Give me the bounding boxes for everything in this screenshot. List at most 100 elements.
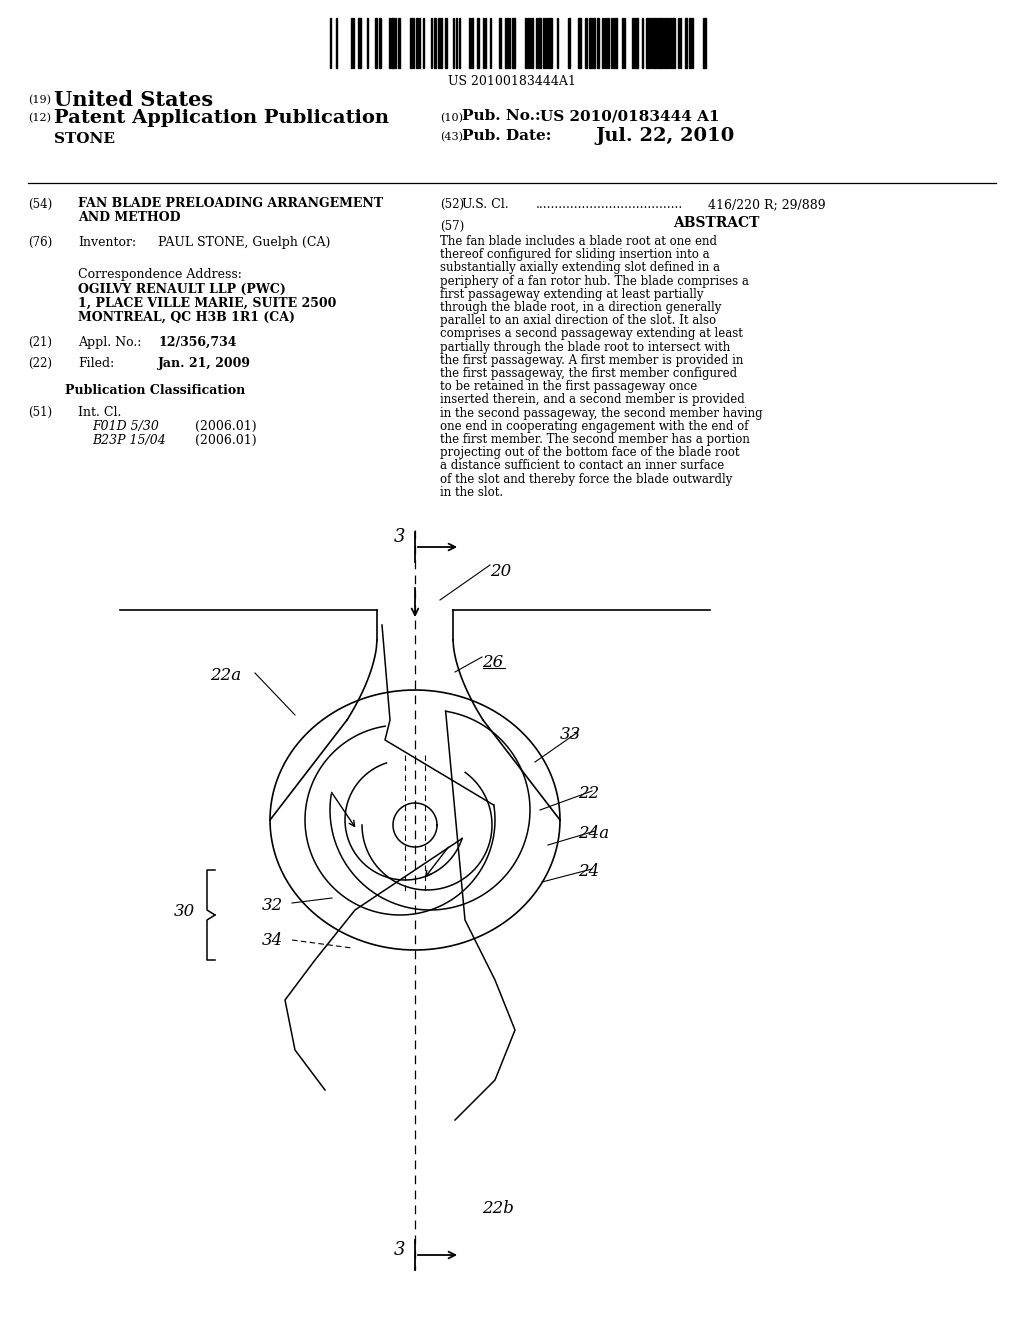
- Text: 20: 20: [490, 564, 511, 579]
- Bar: [505, 18, 508, 69]
- Bar: [654, 18, 656, 69]
- Text: (19): (19): [28, 95, 51, 106]
- Text: Inventor:: Inventor:: [78, 236, 136, 249]
- Text: (43): (43): [440, 132, 463, 143]
- Text: 34: 34: [262, 932, 284, 949]
- Text: 22b: 22b: [482, 1200, 514, 1217]
- Text: (22): (22): [28, 356, 52, 370]
- Text: 32: 32: [262, 898, 284, 913]
- Text: Jan. 21, 2009: Jan. 21, 2009: [158, 356, 251, 370]
- Text: comprises a second passageway extending at least: comprises a second passageway extending …: [440, 327, 742, 341]
- Bar: [685, 18, 687, 69]
- Text: (2006.01): (2006.01): [195, 434, 257, 447]
- Text: (76): (76): [28, 236, 52, 249]
- Text: ABSTRACT: ABSTRACT: [673, 216, 759, 230]
- Text: 30: 30: [174, 903, 195, 920]
- Text: Jul. 22, 2010: Jul. 22, 2010: [595, 127, 734, 145]
- Bar: [689, 18, 691, 69]
- Text: MONTREAL, QC H3B 1R1 (CA): MONTREAL, QC H3B 1R1 (CA): [78, 312, 295, 323]
- Text: parallel to an axial direction of the slot. It also: parallel to an axial direction of the sl…: [440, 314, 716, 327]
- Text: (54): (54): [28, 198, 52, 211]
- Text: in the second passageway, the second member having: in the second passageway, the second mem…: [440, 407, 763, 420]
- Bar: [471, 18, 473, 69]
- Text: through the blade root, in a direction generally: through the blade root, in a direction g…: [440, 301, 721, 314]
- Bar: [585, 18, 587, 69]
- Bar: [597, 18, 599, 69]
- Bar: [410, 18, 412, 69]
- Bar: [391, 18, 394, 69]
- Text: United States: United States: [54, 90, 213, 110]
- Text: the first passageway. A first member is provided in: the first passageway. A first member is …: [440, 354, 743, 367]
- Text: OGILVY RENAULT LLP (PWC): OGILVY RENAULT LLP (PWC): [78, 282, 286, 296]
- Text: FAN BLADE PRELOADING ARRANGEMENT: FAN BLADE PRELOADING ARRANGEMENT: [78, 197, 383, 210]
- Bar: [445, 18, 447, 69]
- Text: 24a: 24a: [578, 825, 609, 842]
- Text: projecting out of the bottom face of the blade root: projecting out of the bottom face of the…: [440, 446, 739, 459]
- Bar: [615, 18, 617, 69]
- Text: of the slot and thereby force the blade outwardly: of the slot and thereby force the blade …: [440, 473, 732, 486]
- Bar: [659, 18, 662, 69]
- Bar: [703, 18, 706, 69]
- Text: The fan blade includes a blade root at one end: The fan blade includes a blade root at o…: [440, 235, 717, 248]
- Text: in the slot.: in the slot.: [440, 486, 503, 499]
- Text: the first passageway, the first member configured: the first passageway, the first member c…: [440, 367, 737, 380]
- Bar: [578, 18, 581, 69]
- Text: a distance sufficient to contact an inner surface: a distance sufficient to contact an inne…: [440, 459, 724, 473]
- Bar: [499, 18, 501, 69]
- Text: ......................................: ......................................: [536, 198, 683, 211]
- Text: U.S. Cl.: U.S. Cl.: [462, 198, 509, 211]
- Bar: [440, 18, 442, 69]
- Bar: [665, 18, 667, 69]
- Bar: [477, 18, 479, 69]
- Text: 33: 33: [560, 726, 582, 743]
- Text: 22a: 22a: [210, 667, 241, 684]
- Bar: [589, 18, 592, 69]
- Bar: [358, 18, 361, 69]
- Text: (51): (51): [28, 407, 52, 418]
- Text: (57): (57): [440, 220, 464, 234]
- Bar: [549, 18, 552, 69]
- Text: STONE: STONE: [54, 132, 115, 147]
- Text: 416/220 R; 29/889: 416/220 R; 29/889: [708, 198, 825, 211]
- Text: F01D 5/30: F01D 5/30: [92, 420, 159, 433]
- Text: 12/356,734: 12/356,734: [158, 337, 237, 348]
- Text: Int. Cl.: Int. Cl.: [78, 407, 122, 418]
- Text: 26: 26: [482, 653, 503, 671]
- Text: Pub. Date:: Pub. Date:: [462, 129, 551, 143]
- Text: (10): (10): [440, 114, 463, 123]
- Text: 1, PLACE VILLE MARIE, SUITE 2500: 1, PLACE VILLE MARIE, SUITE 2500: [78, 297, 336, 310]
- Text: partially through the blade root to intersect with: partially through the blade root to inte…: [440, 341, 730, 354]
- Text: 3: 3: [393, 528, 406, 546]
- Bar: [672, 18, 675, 69]
- Text: AND METHOD: AND METHOD: [78, 211, 180, 224]
- Text: B23P 15/04: B23P 15/04: [92, 434, 166, 447]
- Text: inserted therein, and a second member is provided: inserted therein, and a second member is…: [440, 393, 744, 407]
- Text: the first member. The second member has a portion: the first member. The second member has …: [440, 433, 750, 446]
- Bar: [646, 18, 649, 69]
- Text: (2006.01): (2006.01): [195, 420, 257, 433]
- Bar: [398, 18, 400, 69]
- Bar: [434, 18, 436, 69]
- Text: substantially axially extending slot defined in a: substantially axially extending slot def…: [440, 261, 720, 275]
- Bar: [512, 18, 515, 69]
- Bar: [375, 18, 377, 69]
- Text: one end in cooperating engagement with the end of: one end in cooperating engagement with t…: [440, 420, 749, 433]
- Text: first passageway extending at least partially: first passageway extending at least part…: [440, 288, 703, 301]
- Text: 22: 22: [578, 785, 599, 803]
- Bar: [379, 18, 381, 69]
- Text: US 2010/0183444 A1: US 2010/0183444 A1: [540, 110, 720, 123]
- Text: (12): (12): [28, 114, 51, 123]
- Text: US 20100183444A1: US 20100183444A1: [449, 75, 575, 88]
- Text: PAUL STONE, Guelph (CA): PAUL STONE, Guelph (CA): [158, 236, 331, 249]
- Text: Appl. No.:: Appl. No.:: [78, 337, 141, 348]
- Text: (52): (52): [440, 198, 464, 211]
- Text: periphery of a fan rotor hub. The blade comprises a: periphery of a fan rotor hub. The blade …: [440, 275, 749, 288]
- Text: Publication Classification: Publication Classification: [65, 384, 245, 397]
- Bar: [568, 18, 570, 69]
- Text: 3: 3: [393, 1241, 406, 1259]
- Text: to be retained in the first passageway once: to be retained in the first passageway o…: [440, 380, 697, 393]
- Text: 24: 24: [578, 863, 599, 880]
- Text: Patent Application Publication: Patent Application Publication: [54, 110, 389, 127]
- Text: (21): (21): [28, 337, 52, 348]
- Bar: [416, 18, 418, 69]
